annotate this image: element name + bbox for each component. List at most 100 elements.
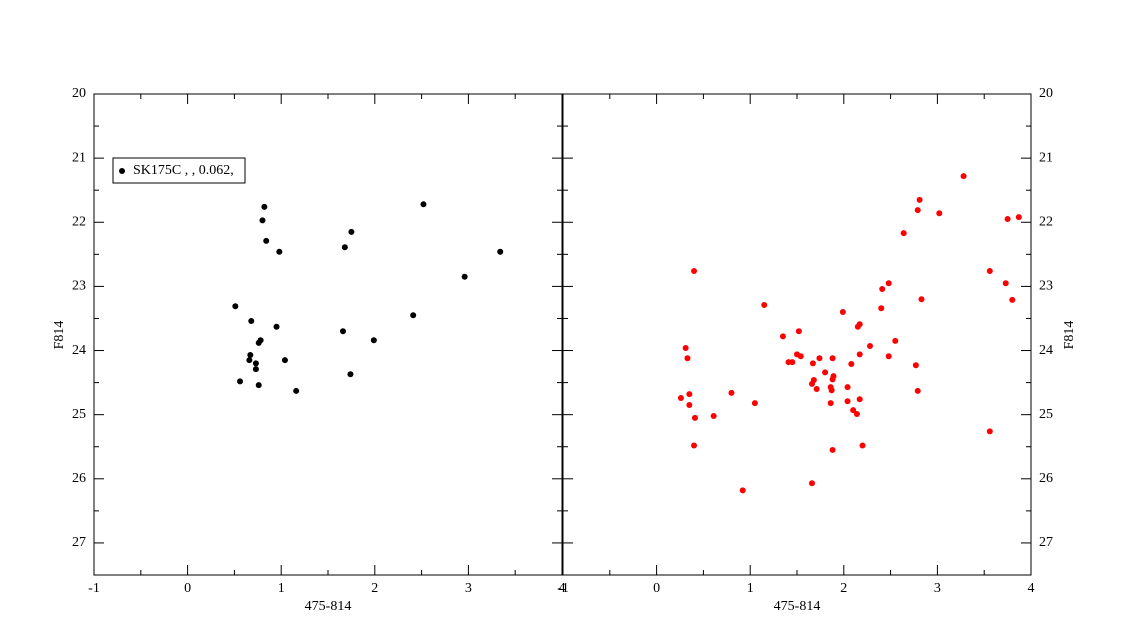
point: [497, 248, 504, 255]
point: [839, 309, 846, 316]
point: [259, 217, 266, 224]
point: [779, 333, 786, 340]
legend-marker: [119, 168, 125, 174]
point: [248, 318, 255, 325]
point: [914, 387, 921, 394]
point: [885, 280, 892, 287]
point: [461, 273, 468, 280]
point: [867, 343, 874, 350]
y-tick-label: 22: [1039, 214, 1053, 229]
x-tick-label: 2: [840, 581, 847, 596]
x-tick-label: 3: [934, 581, 941, 596]
point: [892, 337, 899, 344]
point: [1009, 296, 1016, 303]
point: [916, 196, 923, 203]
point: [691, 442, 698, 449]
point: [252, 366, 259, 373]
point: [822, 369, 829, 376]
point: [710, 412, 717, 419]
point: [856, 396, 863, 403]
point: [691, 268, 698, 275]
point: [255, 382, 262, 389]
x-tick-label: 2: [371, 581, 378, 596]
point: [878, 305, 885, 312]
point: [739, 487, 746, 494]
point: [263, 237, 270, 244]
x-tick-label: 4: [1028, 581, 1035, 596]
point: [691, 414, 698, 421]
y-tick-label: 23: [1039, 279, 1053, 294]
y-tick-label: 23: [72, 279, 86, 294]
point: [808, 380, 815, 387]
y-tick-label: 24: [72, 343, 86, 358]
point: [829, 376, 836, 383]
point: [859, 442, 866, 449]
point: [789, 359, 796, 366]
point: [808, 480, 815, 487]
point: [1004, 216, 1011, 223]
point: [829, 446, 836, 453]
point: [797, 353, 804, 360]
point: [829, 355, 836, 362]
x-tick-label: 1: [278, 581, 285, 596]
y-tick-label: 22: [72, 214, 86, 229]
point: [986, 428, 993, 435]
y-tick-label: 25: [72, 407, 86, 422]
point: [900, 230, 907, 237]
point: [348, 228, 355, 235]
legend-box: [112, 157, 246, 184]
point: [677, 394, 684, 401]
point: [684, 355, 691, 362]
point: [844, 398, 851, 405]
x-tick-label: 1: [747, 581, 754, 596]
point: [879, 285, 886, 292]
x-tick-label: 3: [465, 581, 472, 596]
point: [686, 391, 693, 398]
point: [854, 323, 861, 330]
point: [293, 387, 300, 394]
point: [347, 371, 354, 378]
point: [252, 360, 259, 367]
y-tick-label: 25: [1039, 407, 1053, 422]
point: [370, 337, 377, 344]
x-tick-label: 4: [559, 581, 566, 596]
point: [420, 201, 427, 208]
point: [247, 352, 254, 359]
point: [918, 296, 925, 303]
y-tick-label: 27: [1039, 535, 1053, 550]
point: [828, 387, 835, 394]
y-tick-label: 21: [72, 150, 86, 165]
point: [856, 351, 863, 358]
point: [813, 386, 820, 393]
point: [246, 357, 253, 364]
x-tick-label: 0: [184, 581, 191, 596]
x-tick-label: 0: [653, 581, 660, 596]
point: [850, 407, 857, 414]
point: [751, 400, 758, 407]
point: [853, 411, 860, 418]
point: [686, 402, 693, 409]
point: [912, 362, 919, 369]
point: [232, 303, 239, 310]
point: [341, 244, 348, 251]
point: [761, 301, 768, 308]
y-tick-label: 26: [1039, 471, 1053, 486]
y-axis-title: F814: [52, 321, 67, 350]
point: [339, 328, 346, 335]
x-axis-title: 475-814: [774, 599, 821, 614]
point: [936, 210, 943, 217]
y-axis-title: F814: [1062, 321, 1077, 350]
point: [682, 344, 689, 351]
point: [1002, 280, 1009, 287]
point: [960, 173, 967, 180]
y-tick-label: 24: [1039, 343, 1053, 358]
y-tick-label: 20: [72, 86, 86, 101]
x-tick-label: -1: [88, 581, 100, 596]
y-tick-label: 26: [72, 471, 86, 486]
point: [795, 328, 802, 335]
point: [281, 357, 288, 364]
point: [237, 378, 244, 385]
y-tick-label: 27: [72, 535, 86, 550]
x-axis-title: 475-814: [305, 599, 352, 614]
